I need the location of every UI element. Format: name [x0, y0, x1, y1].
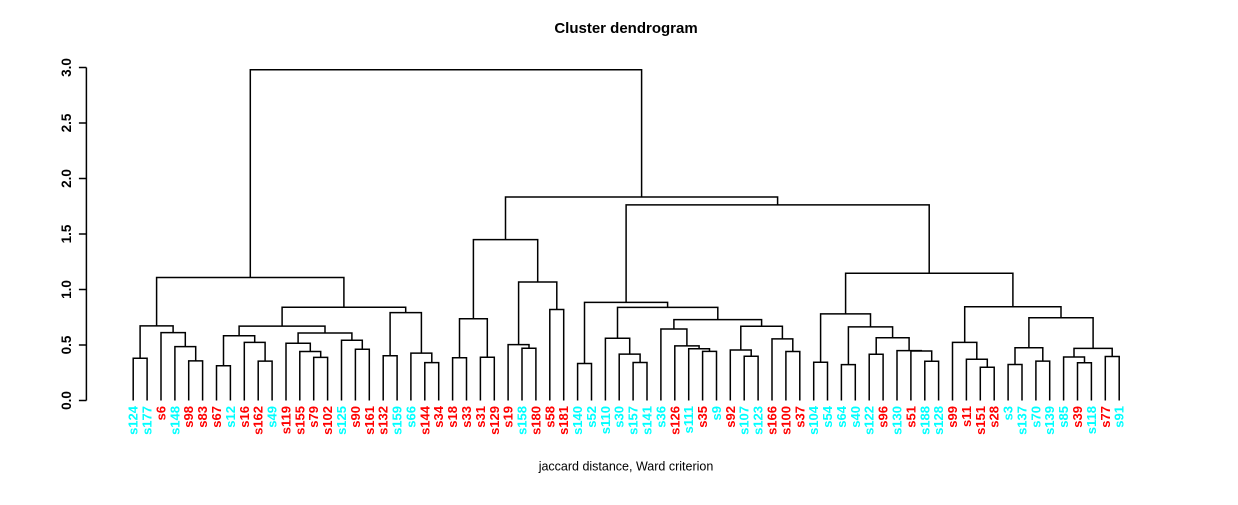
svg-text:s39: s39 — [1070, 406, 1085, 428]
svg-text:s139: s139 — [1042, 406, 1057, 435]
svg-text:0.0: 0.0 — [59, 391, 74, 410]
svg-text:s126: s126 — [667, 406, 682, 435]
svg-text:s49: s49 — [265, 406, 280, 428]
svg-text:s9: s9 — [709, 406, 724, 420]
svg-text:s102: s102 — [320, 406, 335, 435]
svg-text:s132: s132 — [376, 406, 391, 435]
svg-text:1.5: 1.5 — [59, 224, 74, 243]
svg-text:s151: s151 — [973, 406, 988, 435]
svg-text:s18: s18 — [445, 406, 460, 428]
svg-text:Cluster dendrogram: Cluster dendrogram — [554, 20, 697, 37]
svg-text:s30: s30 — [612, 406, 627, 428]
svg-text:s137: s137 — [1015, 406, 1030, 435]
svg-text:s37: s37 — [792, 406, 807, 428]
svg-text:s166: s166 — [765, 406, 780, 435]
svg-text:s140: s140 — [570, 406, 585, 435]
svg-text:s6: s6 — [154, 406, 169, 420]
svg-text:s90: s90 — [348, 406, 363, 428]
svg-text:s159: s159 — [390, 406, 405, 435]
svg-text:s161: s161 — [362, 406, 377, 435]
svg-text:s107: s107 — [737, 406, 752, 435]
svg-text:s91: s91 — [1112, 406, 1127, 428]
svg-text:s129: s129 — [487, 406, 502, 435]
svg-text:s36: s36 — [653, 406, 668, 428]
svg-text:s92: s92 — [723, 406, 738, 428]
svg-text:s66: s66 — [403, 406, 418, 428]
svg-text:s128: s128 — [931, 406, 946, 435]
svg-text:s155: s155 — [292, 406, 307, 435]
svg-text:s188: s188 — [917, 406, 932, 435]
svg-text:s58: s58 — [542, 406, 557, 428]
svg-text:s98: s98 — [181, 406, 196, 428]
svg-text:2.0: 2.0 — [59, 169, 74, 188]
svg-text:2.5: 2.5 — [59, 113, 74, 132]
svg-text:s144: s144 — [417, 405, 432, 435]
svg-text:s54: s54 — [820, 405, 835, 427]
svg-text:s110: s110 — [598, 406, 613, 434]
svg-text:s33: s33 — [459, 406, 474, 428]
svg-text:1.0: 1.0 — [59, 280, 74, 299]
svg-text:s3: s3 — [1001, 406, 1016, 420]
svg-text:3.0: 3.0 — [59, 58, 74, 77]
svg-text:s40: s40 — [848, 406, 863, 428]
svg-text:s79: s79 — [306, 406, 321, 428]
svg-text:s28: s28 — [987, 406, 1002, 428]
svg-text:s162: s162 — [251, 406, 266, 435]
svg-text:s158: s158 — [515, 406, 530, 435]
svg-text:s64: s64 — [834, 405, 849, 427]
svg-text:s70: s70 — [1028, 406, 1043, 428]
svg-text:s180: s180 — [528, 406, 543, 435]
svg-text:s125: s125 — [334, 406, 349, 435]
svg-text:s119: s119 — [279, 406, 294, 434]
svg-text:s96: s96 — [876, 406, 891, 428]
svg-text:s123: s123 — [751, 406, 766, 435]
svg-text:s67: s67 — [209, 406, 224, 428]
svg-text:s31: s31 — [473, 406, 488, 428]
svg-text:s118: s118 — [1084, 406, 1099, 434]
svg-text:s77: s77 — [1098, 406, 1113, 428]
svg-text:s104: s104 — [806, 405, 821, 435]
svg-text:jaccard distance, Ward criteri: jaccard distance, Ward criterion — [538, 459, 714, 473]
svg-text:s130: s130 — [890, 406, 905, 435]
svg-text:s16: s16 — [237, 406, 252, 428]
svg-text:s85: s85 — [1056, 406, 1071, 428]
svg-text:s99: s99 — [945, 406, 960, 428]
svg-text:s100: s100 — [778, 406, 793, 435]
svg-text:s34: s34 — [431, 405, 446, 427]
svg-text:s141: s141 — [640, 406, 655, 435]
svg-text:s35: s35 — [695, 406, 710, 428]
svg-text:s122: s122 — [862, 406, 877, 435]
svg-text:s177: s177 — [140, 406, 155, 435]
svg-text:s181: s181 — [556, 406, 571, 435]
svg-text:s52: s52 — [584, 406, 599, 428]
svg-text:s157: s157 — [626, 406, 641, 435]
svg-text:s148: s148 — [167, 406, 182, 435]
svg-text:0.5: 0.5 — [59, 335, 74, 354]
svg-text:s51: s51 — [903, 406, 918, 428]
svg-text:s83: s83 — [195, 406, 210, 428]
svg-text:s124: s124 — [126, 405, 141, 435]
svg-text:s19: s19 — [501, 406, 516, 428]
svg-text:s111: s111 — [681, 406, 696, 434]
svg-text:s12: s12 — [223, 406, 238, 428]
svg-text:s11: s11 — [959, 406, 974, 427]
